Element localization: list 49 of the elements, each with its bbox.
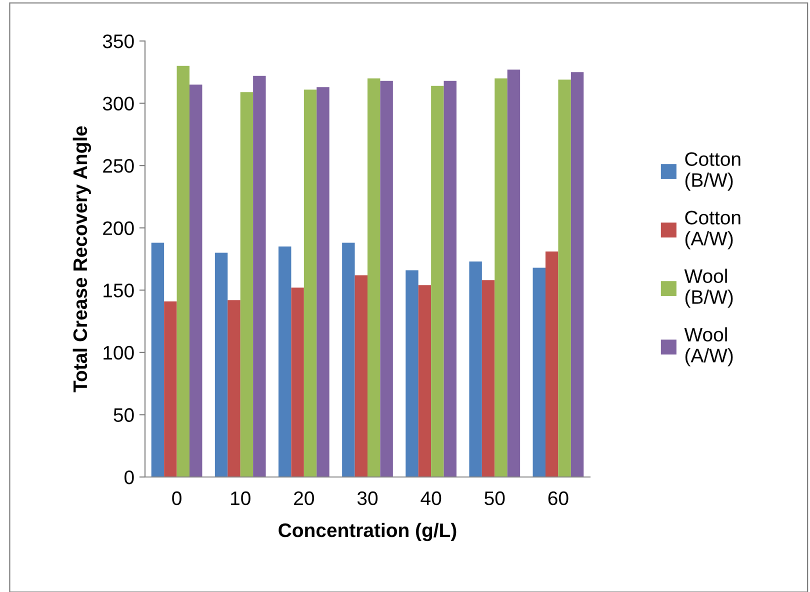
y-tick-label: 300 — [102, 96, 134, 111]
bar — [444, 80, 456, 477]
bar — [164, 301, 177, 477]
bar — [546, 252, 558, 477]
legend-label: Wool (A/W) — [684, 327, 733, 366]
y-tick-label: 0 — [124, 470, 134, 484]
bar — [214, 252, 228, 477]
bar — [431, 86, 444, 477]
x-tick-label: 40 — [420, 491, 442, 506]
x-tick-label: 50 — [484, 491, 505, 506]
x-tick-label: 20 — [294, 491, 314, 506]
bar — [418, 285, 432, 477]
bar — [507, 70, 520, 477]
bar — [532, 268, 546, 477]
bar — [151, 242, 164, 477]
bar — [469, 261, 482, 477]
bar — [368, 78, 380, 477]
bar — [482, 280, 495, 477]
legend-label: Cotton (B/W) — [685, 152, 740, 191]
x-axis-title: Concentration (g/L) — [278, 522, 456, 542]
bar — [380, 80, 393, 477]
x-tick-label: 30 — [357, 491, 378, 506]
y-tick-label: 250 — [103, 159, 134, 173]
bar — [228, 300, 240, 477]
bar — [190, 84, 202, 477]
bar — [570, 72, 584, 477]
bar — [406, 270, 418, 477]
y-tick-label: 100 — [104, 346, 134, 360]
y-axis-title: Total Crease Recovery Angle — [72, 126, 92, 392]
bar — [253, 76, 266, 477]
legend-label: Wool (B/W) — [684, 268, 733, 308]
y-tick-label: 50 — [114, 408, 134, 422]
x-tick-label: 0 — [172, 491, 182, 506]
bar — [304, 90, 317, 477]
bar — [494, 78, 508, 477]
legend-label: Cotton (A/W) — [685, 210, 740, 250]
bar — [316, 87, 330, 477]
bar — [291, 288, 304, 477]
bar — [558, 80, 571, 477]
bar — [240, 92, 254, 477]
x-tick-label: 60 — [548, 491, 568, 506]
y-tick-label: 350 — [102, 34, 134, 48]
y-tick-label: 200 — [103, 221, 134, 236]
x-tick-label: 10 — [231, 491, 250, 506]
bar — [342, 242, 355, 477]
bar — [176, 66, 190, 477]
bar — [354, 275, 368, 477]
bar — [278, 246, 292, 477]
y-tick-label: 150 — [104, 284, 134, 298]
